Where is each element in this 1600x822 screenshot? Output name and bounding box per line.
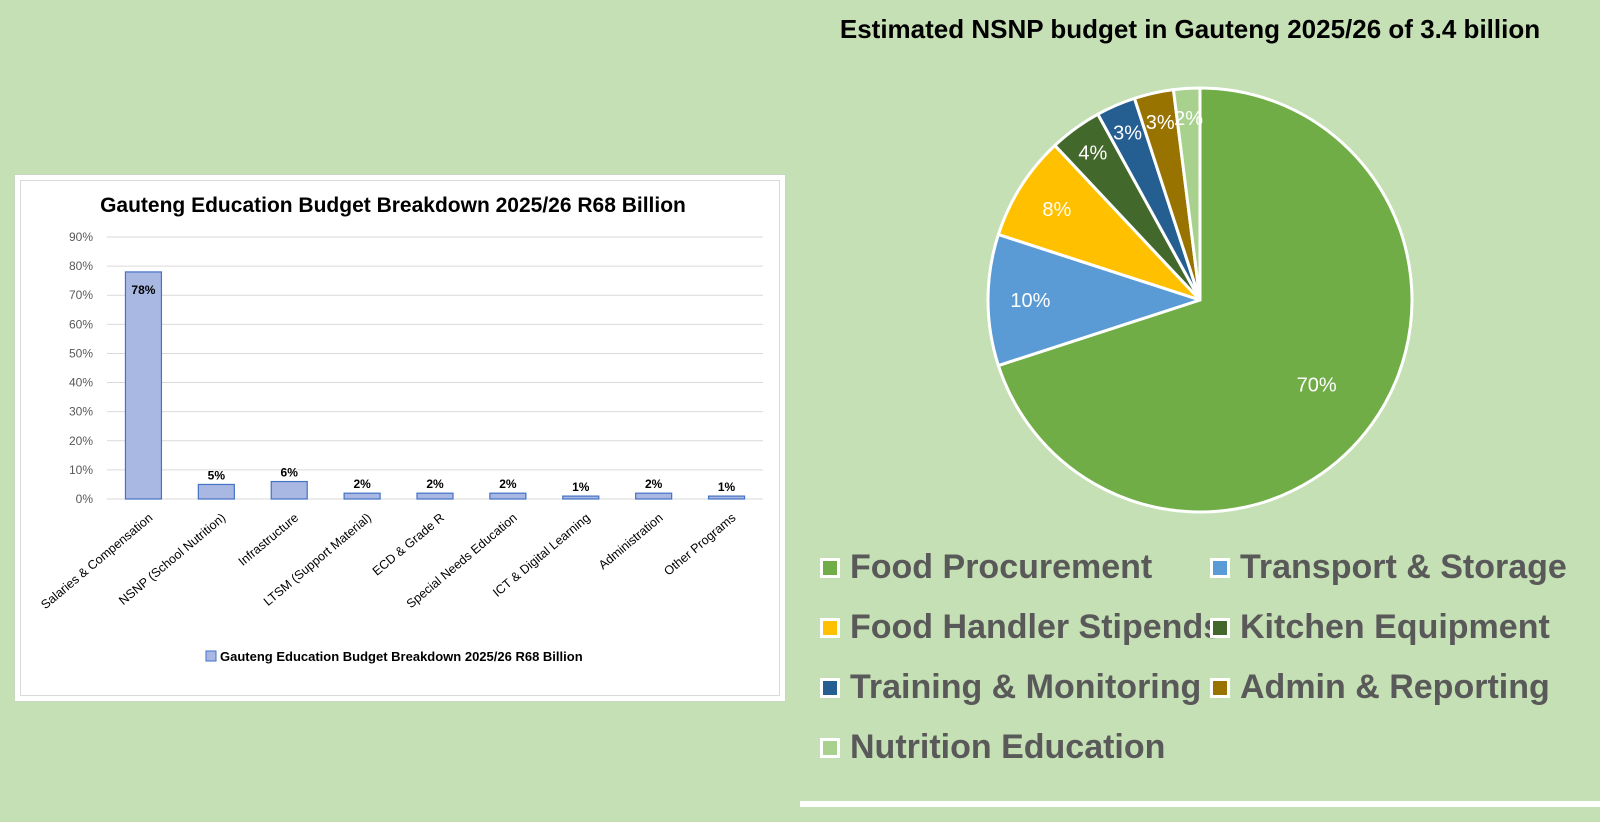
bar-data-label: 2% <box>499 477 517 491</box>
pie-chart-title: Estimated NSNP budget in Gauteng 2025/26… <box>839 14 1541 44</box>
pie-chart: 70%10%8%4%3% 3% 2% <box>986 86 1414 514</box>
legend-swatch <box>820 617 840 638</box>
bar-chart: Gauteng Education Budget Breakdown 2025/… <box>38 194 763 664</box>
pie-slice-label: 70% <box>1297 375 1337 397</box>
y-tick-label: 70% <box>69 288 93 302</box>
pie-slice <box>996 143 1202 302</box>
legend-swatch <box>1210 677 1230 698</box>
bar-data-label: 2% <box>353 477 371 491</box>
legend-label: Food Handler Stipends <box>850 608 1223 646</box>
bar-data-label: 2% <box>426 477 444 491</box>
legend-label: Training & Monitoring <box>850 668 1202 706</box>
legend-item: Food Handler Stipends <box>820 608 1222 647</box>
bar <box>270 480 308 500</box>
y-tick-label: 40% <box>69 376 93 390</box>
legend-item: Training & Monitoring <box>820 668 1201 707</box>
bar <box>416 492 454 500</box>
bar <box>489 492 527 500</box>
legend-item: Admin & Reporting <box>1210 668 1550 707</box>
x-tick-label: Infrastructure <box>236 511 301 569</box>
pie-slice <box>996 86 1414 514</box>
legend-item: Transport & Storage <box>1210 548 1567 587</box>
bar <box>707 495 746 500</box>
bar-chart-title: Gauteng Education Budget Breakdown 2025/… <box>100 194 686 217</box>
pie-slice-label: 4% <box>1078 143 1107 165</box>
pie-slice-label: 8% <box>1042 199 1071 221</box>
legend-item: Kitchen Equipment <box>1210 608 1550 647</box>
y-tick-label: 60% <box>69 317 93 331</box>
legend-label: Gauteng Education Budget Breakdown 2025/… <box>220 649 583 664</box>
y-tick-label: 30% <box>69 405 93 419</box>
pie-slice <box>1171 86 1202 302</box>
bar-chart-panel: Gauteng Education Budget Breakdown 2025/… <box>14 174 786 702</box>
bar <box>635 492 673 500</box>
pie-slice-label: 3% <box>1146 112 1175 134</box>
bar <box>197 483 235 500</box>
bar <box>562 495 600 500</box>
bar <box>343 492 381 500</box>
legend-label: Nutrition Education <box>850 728 1166 766</box>
y-tick-label: 0% <box>76 492 94 506</box>
bar-chart-frame <box>20 180 780 696</box>
pie-slice-label: 10% <box>1010 290 1050 312</box>
x-tick-label: ECD & Grade R <box>370 511 447 579</box>
bar-data-label: 2% <box>645 477 663 491</box>
pie-legend: Food Procurement Transport & Storage Food … <box>820 548 1590 788</box>
legend-label: Transport & Storage <box>1240 548 1567 586</box>
y-tick-label: 80% <box>69 259 93 273</box>
bar <box>124 271 163 500</box>
y-tick-label: 50% <box>69 346 93 360</box>
legend-swatch <box>205 650 217 662</box>
bar-legend: Gauteng Education Budget Breakdown 2025/… <box>205 649 583 664</box>
bar-data-label: 1% <box>572 480 590 494</box>
pie-slice-label: 2% <box>1174 108 1203 130</box>
bar-data-label: 1% <box>718 480 736 494</box>
bar-data-label: 78% <box>131 283 155 297</box>
y-tick-label: 20% <box>69 434 93 448</box>
legend-swatch <box>1210 617 1230 638</box>
legend-label: Kitchen Equipment <box>1240 608 1550 646</box>
divider-line <box>800 801 1600 807</box>
pie-slice <box>986 232 1202 368</box>
legend-item: Food Procurement <box>820 548 1152 587</box>
legend-swatch <box>820 557 840 578</box>
legend-swatch <box>1210 557 1230 578</box>
x-tick-label: Administration <box>596 511 666 573</box>
y-tick-label: 10% <box>69 463 93 477</box>
bar-data-label: 6% <box>281 466 299 480</box>
bar-data-label: 5% <box>208 468 226 482</box>
y-tick-label: 90% <box>69 230 93 244</box>
pie-slice-label: 3% <box>1113 123 1142 145</box>
legend-swatch <box>820 737 840 758</box>
x-tick-label: Other Programs <box>661 511 738 579</box>
legend-label: Admin & Reporting <box>1240 668 1550 706</box>
legend-swatch <box>820 677 840 698</box>
legend-item: Nutrition Education <box>820 728 1165 767</box>
legend-label: Food Procurement <box>850 548 1153 586</box>
